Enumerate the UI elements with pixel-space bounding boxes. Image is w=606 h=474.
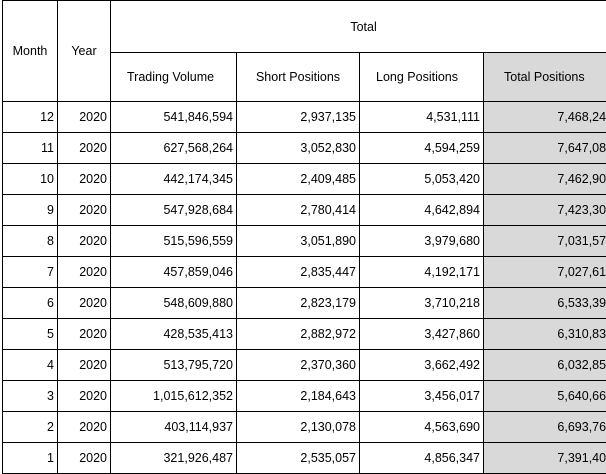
cell-long-positions: 3,662,492 bbox=[360, 350, 484, 381]
cell-long-positions: 3,979,680 bbox=[360, 226, 484, 257]
cell-year: 2020 bbox=[58, 381, 111, 412]
cell-total-positions: 6,533,397 bbox=[484, 288, 606, 319]
cell-trading-volume: 515,596,559 bbox=[111, 226, 237, 257]
cell-trading-volume: 513,795,720 bbox=[111, 350, 237, 381]
cell-month: 5 bbox=[3, 319, 58, 350]
cell-short-positions: 2,130,078 bbox=[237, 412, 360, 443]
cell-year: 2020 bbox=[58, 412, 111, 443]
cell-total-positions: 7,647,089 bbox=[484, 133, 606, 164]
cell-month: 1 bbox=[3, 443, 58, 474]
cell-month: 9 bbox=[3, 195, 58, 226]
cell-year: 2020 bbox=[58, 102, 111, 133]
header-total-group: Total bbox=[111, 1, 606, 53]
cell-month: 4 bbox=[3, 350, 58, 381]
cell-long-positions: 5,053,420 bbox=[360, 164, 484, 195]
cell-short-positions: 2,937,135 bbox=[237, 102, 360, 133]
cell-short-positions: 2,823,179 bbox=[237, 288, 360, 319]
cell-long-positions: 3,427,860 bbox=[360, 319, 484, 350]
cell-short-positions: 3,052,830 bbox=[237, 133, 360, 164]
cell-year: 2020 bbox=[58, 350, 111, 381]
header-month: Month bbox=[3, 1, 58, 102]
cell-month: 3 bbox=[3, 381, 58, 412]
cell-year: 2020 bbox=[58, 133, 111, 164]
cell-year: 2020 bbox=[58, 257, 111, 288]
cell-long-positions: 4,563,690 bbox=[360, 412, 484, 443]
cell-trading-volume: 457,859,046 bbox=[111, 257, 237, 288]
cell-year: 2020 bbox=[58, 164, 111, 195]
cell-trading-volume: 627,568,264 bbox=[111, 133, 237, 164]
cell-total-positions: 6,032,852 bbox=[484, 350, 606, 381]
header-short-positions: Short Positions bbox=[237, 53, 360, 102]
cell-total-positions: 7,391,404 bbox=[484, 443, 606, 474]
cell-long-positions: 4,531,111 bbox=[360, 102, 484, 133]
cell-trading-volume: 403,114,937 bbox=[111, 412, 237, 443]
cell-long-positions: 4,642,894 bbox=[360, 195, 484, 226]
cell-year: 2020 bbox=[58, 226, 111, 257]
cell-year: 2020 bbox=[58, 319, 111, 350]
cell-total-positions: 6,310,833 bbox=[484, 319, 606, 350]
cell-total-positions: 7,031,570 bbox=[484, 226, 606, 257]
header-trading-volume: Trading Volume bbox=[111, 53, 237, 102]
cell-month: 10 bbox=[3, 164, 58, 195]
header-year: Year bbox=[58, 1, 111, 102]
cell-trading-volume: 442,174,345 bbox=[111, 164, 237, 195]
cell-trading-volume: 1,015,612,352 bbox=[111, 381, 237, 412]
cell-total-positions: 5,640,660 bbox=[484, 381, 606, 412]
cell-short-positions: 3,051,890 bbox=[237, 226, 360, 257]
cell-long-positions: 4,856,347 bbox=[360, 443, 484, 474]
cell-year: 2020 bbox=[58, 288, 111, 319]
cell-total-positions: 7,468,246 bbox=[484, 102, 606, 133]
cell-trading-volume: 547,928,684 bbox=[111, 195, 237, 226]
cell-month: 11 bbox=[3, 133, 58, 164]
cell-short-positions: 2,882,972 bbox=[237, 319, 360, 350]
cell-short-positions: 2,370,360 bbox=[237, 350, 360, 381]
cell-month: 6 bbox=[3, 288, 58, 319]
cell-long-positions: 3,456,017 bbox=[360, 381, 484, 412]
cell-short-positions: 2,835,447 bbox=[237, 257, 360, 288]
cell-trading-volume: 541,846,594 bbox=[111, 102, 237, 133]
cell-short-positions: 2,409,485 bbox=[237, 164, 360, 195]
cell-total-positions: 7,423,309 bbox=[484, 195, 606, 226]
cell-short-positions: 2,184,643 bbox=[237, 381, 360, 412]
cell-total-positions: 7,462,905 bbox=[484, 164, 606, 195]
header-total-positions: Total Positions bbox=[484, 53, 606, 102]
cell-trading-volume: 548,609,880 bbox=[111, 288, 237, 319]
header-long-positions: Long Positions bbox=[360, 53, 484, 102]
cell-year: 2020 bbox=[58, 195, 111, 226]
cell-year: 2020 bbox=[58, 443, 111, 474]
cell-month: 2 bbox=[3, 412, 58, 443]
cell-long-positions: 3,710,218 bbox=[360, 288, 484, 319]
cell-long-positions: 4,192,171 bbox=[360, 257, 484, 288]
cell-short-positions: 2,535,057 bbox=[237, 443, 360, 474]
cell-trading-volume: 321,926,487 bbox=[111, 443, 237, 474]
cell-month: 12 bbox=[3, 102, 58, 133]
cell-long-positions: 4,594,259 bbox=[360, 133, 484, 164]
cell-total-positions: 7,027,619 bbox=[484, 257, 606, 288]
cell-total-positions: 6,693,769 bbox=[484, 412, 606, 443]
cell-trading-volume: 428,535,413 bbox=[111, 319, 237, 350]
cell-month: 7 bbox=[3, 257, 58, 288]
cell-month: 8 bbox=[3, 226, 58, 257]
cell-short-positions: 2,780,414 bbox=[237, 195, 360, 226]
